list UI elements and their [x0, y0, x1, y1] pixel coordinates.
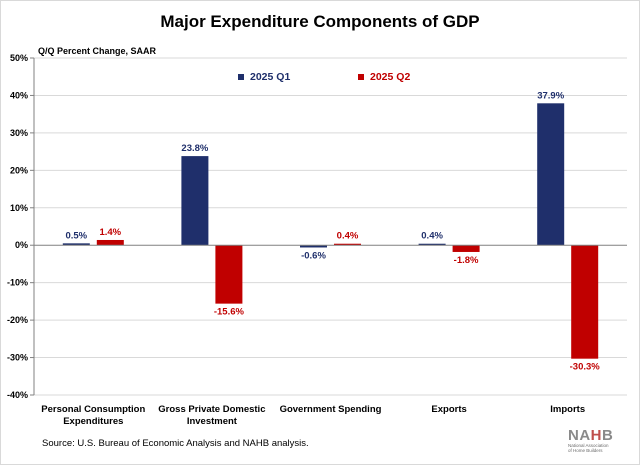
data-label: -1.8% [454, 255, 479, 266]
x-category-label: Investment [187, 416, 238, 427]
data-label: -0.6% [301, 250, 326, 261]
data-label: -15.6% [214, 307, 245, 318]
data-label: 0.4% [337, 231, 359, 242]
y-axis-label: Q/Q Percent Change, SAAR [38, 46, 157, 56]
data-label: 1.4% [99, 227, 121, 238]
x-category-label: Government Spending [280, 404, 382, 415]
y-tick-label: -20% [7, 315, 28, 325]
y-tick-label: 50% [10, 53, 28, 63]
nahb-logo: NAHB National Association of Home Builde… [568, 428, 628, 460]
bar-q1 [300, 245, 327, 248]
y-tick-label: 20% [10, 165, 28, 175]
y-tick-label: 40% [10, 90, 28, 100]
bar-q1 [181, 156, 209, 246]
bar-q2 [215, 245, 243, 304]
y-tick-label: 0% [15, 240, 28, 250]
data-label: -30.3% [570, 362, 601, 373]
source-note: Source: U.S. Bureau of Economic Analysis… [42, 438, 309, 449]
bar-q1 [537, 103, 565, 246]
x-category-label: Exports [431, 404, 466, 415]
chart-title: Major Expenditure Components of GDP [160, 12, 480, 31]
y-tick-label: 30% [10, 128, 28, 138]
x-category-label: Gross Private Domestic [158, 404, 265, 415]
legend-label-q1: 2025 Q1 [250, 71, 291, 83]
bar-q2 [452, 245, 480, 252]
y-tick-label: -40% [7, 390, 28, 400]
y-tick-label: -30% [7, 353, 28, 363]
legend-label-q2: 2025 Q2 [370, 71, 411, 83]
data-label: 37.9% [537, 90, 564, 101]
data-label: 0.5% [65, 230, 87, 241]
legend-item-q1: 2025 Q1 [238, 71, 290, 83]
bar-q1 [418, 243, 446, 246]
logo-mark: NAHB [568, 427, 614, 444]
legend-item-q2: 2025 Q2 [358, 71, 410, 83]
data-label: 23.8% [181, 143, 208, 154]
logo-tagline-1: National Association [568, 443, 609, 448]
bar-q2 [334, 243, 361, 246]
x-category-label: Expenditures [63, 416, 123, 427]
bar-q2 [96, 239, 124, 246]
y-tick-label: 10% [10, 203, 28, 213]
bar-q1 [62, 243, 90, 246]
data-label: 0.4% [421, 231, 443, 242]
bar-q2 [571, 245, 599, 359]
legend-swatch-q1 [238, 74, 244, 80]
x-category-label: Personal Consumption [41, 404, 145, 415]
logo-tagline-2: of Home Builders [568, 448, 603, 453]
legend-swatch-q2 [358, 74, 364, 80]
x-category-label: Imports [550, 404, 585, 415]
y-tick-label: -10% [7, 278, 28, 288]
